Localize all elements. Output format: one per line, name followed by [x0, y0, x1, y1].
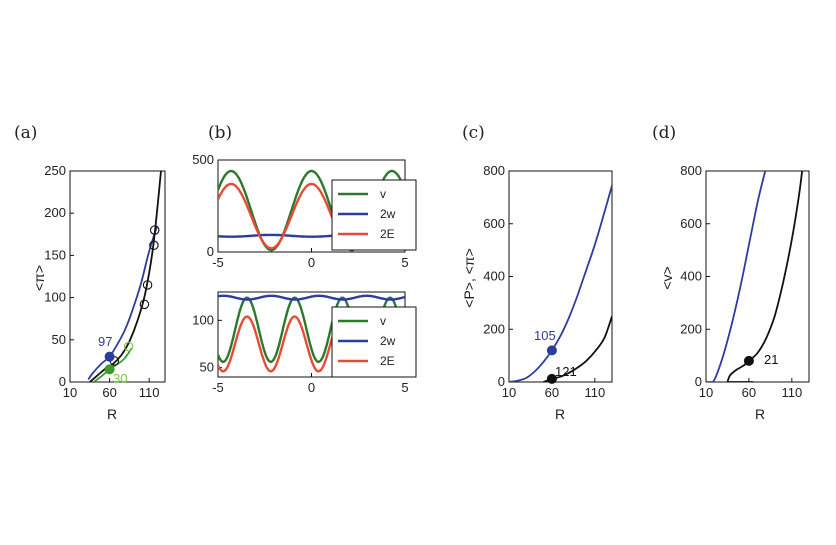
panel-a-series-black-1 — [89, 171, 162, 382]
panel-c-ylabel: <P>, <π> — [461, 248, 477, 307]
panel-b-bottom-legend-label: 2w — [380, 334, 396, 348]
panel-c-ytick-label: 200 — [483, 321, 505, 336]
panel-d-xtick-label: 60 — [742, 385, 756, 400]
panel-d: 10 60 110 0 200 400 600 800 21 — [680, 163, 810, 400]
panel-c-series-blue-0 — [509, 185, 612, 382]
panel-a-ylabel: <π> — [31, 265, 47, 291]
panel-b-bottom: -5 0 5 50 100 v 2w 2E — [192, 291, 417, 395]
panel-b-bottom-ytick-label: 100 — [192, 312, 214, 327]
panel-a-annotation: 30 — [113, 371, 127, 386]
panel-a-annotation: 97 — [98, 334, 112, 349]
panel-a-xtick-label: 60 — [102, 385, 116, 400]
panel-a: 10 60 110 0 50 100 150 200 250 97 30 — [44, 163, 166, 400]
panel-b-bottom-series-2w — [218, 294, 405, 301]
panel-d-xlabel: R — [755, 406, 765, 422]
panel-b-bottom-ytick-label: 50 — [200, 360, 214, 375]
panel-b-bottom-legend-label: v — [380, 314, 386, 328]
panel-b-bottom-legend-label: 2E — [380, 354, 395, 368]
panel-d-ytick-label: 200 — [680, 321, 702, 336]
panel-a-open-marker — [142, 280, 153, 290]
panel-c-annotation: 105 — [534, 328, 556, 343]
panel-d-ytick-label: 600 — [680, 216, 702, 231]
panel-b-bottom-xtick-label: 5 — [401, 380, 408, 395]
panel-c-ytick-label: 800 — [483, 163, 505, 178]
panel-d-ylabel: <v> — [659, 266, 675, 289]
panel-a-filled-marker — [104, 351, 115, 362]
panel-a-open-marker — [149, 225, 160, 235]
panel-a-ytick-label: 0 — [59, 374, 66, 389]
panel-label-a: (a) — [14, 123, 37, 143]
panel-a-xtick-label: 110 — [139, 385, 160, 400]
panel-c-xtick-label: 10 — [502, 385, 516, 400]
panel-a-xtick-label: 10 — [63, 385, 77, 400]
panel-a-ytick-label: 150 — [44, 247, 66, 262]
panel-a-frame — [69, 170, 166, 383]
panel-c-filled-marker — [546, 345, 557, 356]
panel-b-top-legend-label: 2w — [380, 207, 396, 221]
panel-a-xlabel: R — [107, 406, 117, 422]
panel-a-open-marker — [149, 240, 159, 251]
panel-a-ytick-label: 50 — [52, 332, 66, 347]
panel-label-b: (b) — [208, 123, 232, 143]
panel-a-series-blue-0 — [87, 225, 158, 381]
panel-d-series-blue-0 — [706, 171, 767, 382]
panel-a-ytick-label: 100 — [44, 290, 66, 305]
panel-a-ytick-label: 250 — [44, 163, 66, 178]
panel-d-xtick-label: 10 — [699, 385, 713, 400]
panel-b-top-legend-label: v — [380, 187, 386, 201]
panel-d-ytick-label: 400 — [680, 269, 702, 284]
panel-b-bottom-legend: v 2w 2E — [331, 306, 417, 378]
panel-b-top-xtick-label: 0 — [308, 255, 315, 270]
panel-c-xlabel: R — [555, 406, 565, 422]
panel-d-filled-marker — [743, 355, 754, 366]
panel-b-top-xtick-label: 5 — [401, 255, 408, 270]
panel-a-open-marker — [123, 341, 134, 352]
panel-a-ytick-label: 200 — [44, 205, 66, 220]
panel-d-annotation: 21 — [764, 352, 778, 367]
panel-c-annotation: 121 — [555, 364, 577, 379]
panel-d-series-group — [706, 171, 803, 382]
panel-d-ytick-label: 0 — [695, 374, 702, 389]
panel-c-ytick-label: 0 — [498, 374, 505, 389]
panel-b-top-legend-label: 2E — [380, 227, 395, 241]
panel-b-bottom-xtick-label: 0 — [308, 380, 315, 395]
panel-b-top-legend: v 2w 2E — [331, 179, 417, 251]
panel-d-series-black-1 — [726, 171, 803, 382]
panel-d-xtick-label: 110 — [781, 385, 802, 400]
panel-a-open-marker — [139, 299, 150, 310]
panel-d-ytick-label: 800 — [680, 163, 702, 178]
panel-b-top-xtick-label: -5 — [212, 255, 224, 270]
panel-c: 10 60 110 0 200 400 600 800 105 121 — [483, 163, 613, 400]
panel-c-xtick-label: 110 — [584, 385, 605, 400]
panel-c-ytick-label: 600 — [483, 216, 505, 231]
panel-b-top-ytick-label: 500 — [192, 152, 214, 167]
panel-c-ytick-label: 400 — [483, 269, 505, 284]
panel-c-xtick-label: 60 — [545, 385, 559, 400]
panel-label-c: (c) — [462, 123, 485, 143]
panel-b-bottom-xtick-label: -5 — [212, 380, 224, 395]
panel-b-top-ytick-label: 0 — [207, 244, 214, 259]
panel-label-d: (d) — [652, 123, 676, 143]
panel-c-filled-marker — [546, 373, 557, 384]
panel-a-filled-marker — [104, 364, 115, 375]
